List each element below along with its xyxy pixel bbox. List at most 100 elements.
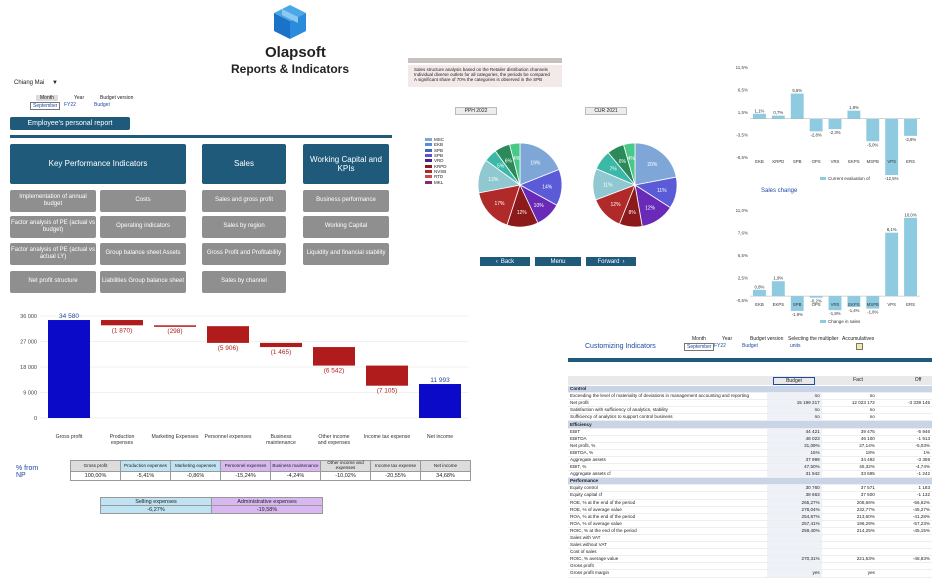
y-tick-label: -0,5%	[736, 298, 748, 303]
sales-gross-profit-button[interactable]: Sales and gross profit	[202, 190, 286, 212]
menu-button[interactable]: Menu	[535, 257, 581, 266]
kpi-tile[interactable]: Key Performance Indicators	[10, 144, 186, 184]
row-value	[876, 477, 932, 486]
waterfall-category: Other income	[318, 434, 349, 440]
row-value	[821, 477, 877, 486]
c-month-select[interactable]: September	[684, 343, 715, 351]
legend-label: RTD	[434, 174, 444, 180]
row-value: 270,31%	[766, 555, 822, 564]
version-label: Budget version	[100, 95, 134, 101]
bar	[753, 289, 766, 297]
row-value: 15 199 217	[766, 399, 822, 408]
back-button[interactable]: ‹ Back	[480, 257, 530, 266]
forward-label: Forward	[597, 258, 620, 265]
table-row: Performance	[568, 477, 932, 486]
legend-entry: MSC	[425, 137, 447, 142]
sales-eval-chart: 11,5% 6,5% 1,5% -3,5% -8,5% 1,1% EKB 0,7% KRPD 5,…	[736, 65, 920, 181]
pie-slice-label: 6%	[619, 159, 627, 165]
sales-channel-button[interactable]: Sales by channel	[202, 271, 286, 293]
working-capital-tile[interactable]: Working Capital and KPIs	[303, 144, 389, 184]
y-tick-label: 11,5%	[736, 65, 748, 70]
bar-label: 1,8%	[849, 105, 859, 110]
version-select[interactable]: Budget	[94, 102, 110, 108]
accum-checkbox[interactable]	[856, 343, 863, 350]
np-value-cell: -15,24%	[220, 471, 271, 481]
category-label: SPB	[793, 159, 802, 164]
group-liabilities-button[interactable]: Liabilities Group balance sheet	[100, 271, 186, 293]
row-value	[876, 392, 932, 401]
sales-tile[interactable]: Sales	[202, 144, 286, 184]
legend-swatch	[820, 177, 826, 180]
c-multiplier-select[interactable]: units	[790, 343, 801, 349]
waterfall-category: Production	[110, 434, 135, 440]
bar	[866, 118, 880, 142]
c-accum-label: Accumulatives	[842, 336, 875, 342]
pie-slice	[634, 142, 677, 186]
implementation-budget-button[interactable]: Implementation of annual budget	[10, 190, 96, 212]
row-value: -41,28%	[876, 513, 932, 521]
row-value	[876, 541, 932, 550]
period-left: PPH 2022	[455, 107, 497, 115]
legend-swatch	[425, 148, 432, 152]
y-tick-label: 36 000	[20, 314, 37, 320]
liquidity-button[interactable]: Liquidity and financial stability	[303, 243, 389, 265]
row-value: 18%	[821, 449, 877, 457]
np-value-cell: -20,55%	[370, 471, 421, 481]
pie-slice-label: 19%	[530, 160, 541, 166]
bar-label: -2,8%	[810, 132, 821, 137]
row-label: Sales with VAT	[568, 534, 767, 543]
waterfall-category: and expenses	[318, 440, 351, 446]
row-value: -56,62%	[876, 499, 932, 507]
legend-entry: RTD	[425, 174, 447, 179]
np-value-cell: -10,02%	[320, 471, 371, 481]
bar-label: -3,8%	[905, 137, 916, 142]
c-version-label: Budget version	[750, 336, 784, 342]
bar-label: 1,1%	[755, 108, 765, 113]
period-right: CUR 2021	[585, 107, 627, 115]
row-label: Control	[568, 386, 767, 394]
pie-slice-label: 17%	[495, 201, 506, 207]
c-year-select[interactable]: FY22	[714, 343, 726, 349]
user-select[interactable]: Chiang Mai ▼	[14, 80, 58, 86]
row-value	[766, 541, 822, 550]
legend-entry: SPB	[425, 153, 447, 158]
note-line: Individual diverse outlets for all categ…	[414, 72, 550, 77]
waterfall-category: Personnel expenses	[204, 434, 251, 440]
legend-entry: SPB	[425, 148, 447, 153]
c-version-select[interactable]: Budget	[742, 343, 758, 349]
row-label: ROA, % of average value	[568, 520, 767, 528]
table-row: ROA, % at the end of the period 254,87% 21…	[568, 513, 932, 521]
waterfall-value: (6 542)	[324, 368, 345, 375]
row-value: 278,04%	[766, 506, 822, 514]
bar	[790, 93, 804, 119]
waterfall-category: Business	[270, 434, 291, 440]
month-select[interactable]: September	[30, 102, 61, 110]
costs-button[interactable]: Costs	[100, 190, 186, 212]
operating-indicators-button[interactable]: Operating indicators	[100, 216, 186, 238]
factor-analysis-budget-button[interactable]: Factor analysis of PE (actual vs budget)	[10, 216, 96, 238]
gross-profit-profitability-button[interactable]: Gross Profit and Profitability	[202, 243, 286, 265]
waterfall-bar	[154, 325, 196, 327]
business-performance-button[interactable]: Business performance	[303, 190, 389, 212]
year-select[interactable]: FY22	[64, 102, 76, 108]
bar	[828, 118, 842, 130]
legend-swatch	[820, 320, 826, 323]
bar	[904, 217, 917, 297]
group-assets-button[interactable]: Group balance sheet Assets	[100, 243, 186, 265]
sales-change-title: Sales change	[761, 188, 798, 194]
net-profit-structure-button[interactable]: Net profit structure	[10, 271, 96, 293]
bar-label: 8,1%	[887, 227, 897, 232]
bar	[828, 296, 842, 311]
row-value: 46 100	[821, 435, 877, 443]
legend-label: KRPD	[434, 163, 447, 169]
chevron-down-icon: ▼	[52, 80, 58, 86]
sales-region-button[interactable]: Sales by region	[202, 216, 286, 238]
personal-report-button[interactable]: Employee's personal report	[10, 117, 130, 130]
bar-label: -0,2%	[810, 299, 821, 304]
waterfall-bar	[207, 326, 249, 343]
legend-swatch	[425, 180, 432, 184]
working-capital-button[interactable]: Working Capital	[303, 216, 389, 238]
factor-analysis-ly-button[interactable]: Factor analysis of PE (actual vs actual …	[10, 243, 96, 265]
row-value: -1 132	[876, 491, 932, 500]
forward-button[interactable]: Forward ›	[586, 257, 636, 266]
